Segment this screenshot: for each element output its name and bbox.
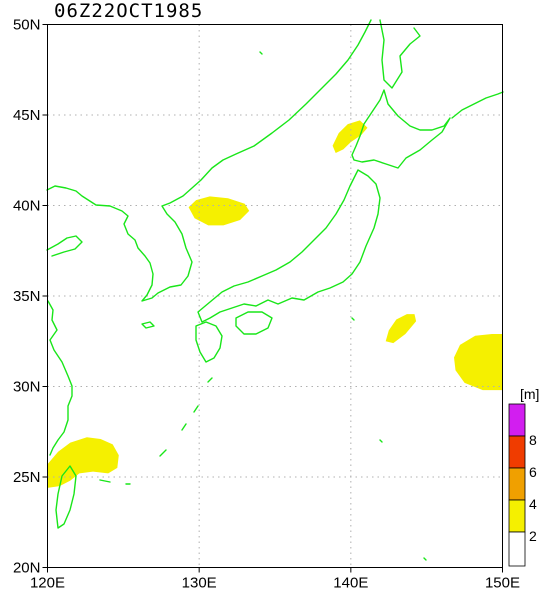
lon-tick-label: 120E [30, 575, 65, 592]
coastlines [46, 19, 504, 561]
wave-field-east-pacific [454, 334, 503, 391]
coast-honshu [197, 169, 381, 323]
lat-tick-label: 45N [13, 107, 41, 124]
colorbar-swatch-8-plus [508, 403, 526, 437]
colorbar-level-4: 4 [529, 496, 537, 512]
graticule [47, 24, 503, 568]
colorbar-swatch-0-2 [508, 531, 526, 567]
lon-tick-label: 130E [182, 575, 217, 592]
colorbar-level-6: 6 [529, 464, 537, 480]
coast-hokkaido [351, 89, 451, 169]
lon-tick-label: 150E [485, 575, 520, 592]
colorbar-swatch-2-4 [508, 499, 526, 533]
coast-jeju [141, 321, 155, 329]
coast-small-islands [259, 51, 427, 561]
coast-china-south [47, 300, 73, 456]
colorbar-level-2: 2 [529, 528, 537, 544]
coast-kyushu [195, 321, 223, 363]
coast-ryukyu [99, 377, 213, 485]
lat-tick-label: 20N [13, 560, 41, 577]
map-title: 06Z22OCT1985 [54, 0, 203, 22]
coast-korea-china [46, 19, 372, 302]
coast-shandong [46, 235, 83, 257]
wave-field-off-hokkaido-west [332, 120, 368, 153]
coast-taiwan [55, 465, 77, 529]
coast-shikoku [235, 311, 273, 335]
wave-field-sea-of-japan-north [188, 196, 250, 226]
lat-tick-label: 25N [13, 469, 41, 486]
wave-field-south-of-honshu [385, 314, 417, 344]
lat-tick-label: 50N [13, 17, 41, 34]
colorbar-unit-label: [m] [520, 386, 539, 402]
coast-sakhalin [379, 19, 421, 89]
colorbar-swatch-6-8 [508, 435, 526, 469]
lat-tick-label: 30N [13, 379, 41, 396]
coast-kurils [451, 91, 504, 119]
colorbar-swatch-4-6 [508, 467, 526, 501]
lat-tick-label: 35N [13, 288, 41, 305]
colorbar: [m] 2 4 6 8 [508, 386, 539, 567]
lat-tick-label: 40N [13, 198, 41, 215]
map-frame [47, 24, 503, 568]
colorbar-level-8: 8 [529, 432, 537, 448]
wave-height-fields [47, 120, 503, 488]
lon-tick-label: 140E [333, 575, 368, 592]
wave-field-taiwan-east [47, 437, 119, 488]
axis-ticks: 20N 25N 30N 35N 40N 45N 50N 120E 130E 140E 150E [13, 17, 520, 592]
